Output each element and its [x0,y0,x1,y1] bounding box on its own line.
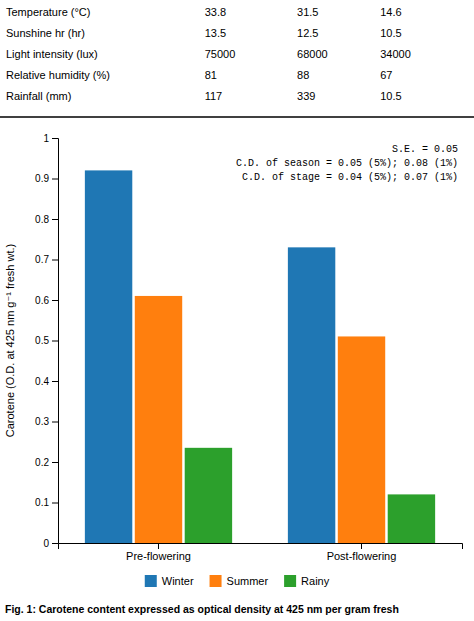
x-tick-label: Pre-flowering [126,550,191,562]
table-cell: 10.5 [380,90,401,102]
y-tick-mark [52,138,58,139]
legend-label: Summer [227,575,269,587]
x-axis-line [59,544,463,550]
y-tick: 0.3 [35,416,58,427]
x-tick-label: Post-flowering [327,550,397,562]
table-cell: 68000 [297,48,328,60]
plot: Pre-flowering Post-flowering 0 0.1 0.2 0.3 0.4… [4,133,463,562]
legend-item: Winter [145,575,194,587]
x-tick: Pre-flowering [126,543,191,562]
y-tick-label: 0.9 [35,173,49,184]
y-axis: 0 0.1 0.2 0.3 0.4 0.5 0.6 0.7 0.8 0.9 1 [35,133,58,549]
chart: Temperature (°C) 33.8 31.5 14.6 Sunshine hr … [0,0,474,621]
y-tick-mark [52,260,58,261]
bar [185,448,232,543]
legend-swatch [284,575,296,587]
y-tick: 0.1 [35,497,58,508]
table-cell: 12.5 [297,27,318,39]
table-cell: 81 [205,69,217,81]
x-tick-mark [361,543,362,549]
table-cell: 67 [380,69,392,81]
table-cell: 31.5 [297,6,318,18]
y-tick: 0.4 [35,376,58,387]
table-cell: 33.8 [205,6,226,18]
legend-item: Rainy [284,575,330,587]
bars [85,170,435,543]
y-tick-label: 0.3 [35,416,49,427]
y-tick-mark [52,300,58,301]
table-row-label: Rainfall (mm) [6,90,71,102]
bar [388,494,435,543]
bar [338,336,385,543]
y-tick-label: 0.4 [35,376,49,387]
table-cell: 117 [205,90,223,102]
y-tick-mark [52,179,58,180]
y-tick-mark [52,503,58,504]
y-tick: 1 [43,133,58,144]
table-row-label: Relative humidity (%) [6,69,110,81]
y-axis-title: Carotene (O.D. at 425 nm g⁻¹ fresh wt.) [4,244,16,438]
y-tick-mark [52,422,58,423]
table-row-label: Light intensity (lux) [6,48,98,60]
table-cell: 34000 [380,48,411,60]
legend-swatch [210,575,222,587]
legend-item: Summer [210,575,269,587]
x-axis: Pre-flowering Post-flowering [59,543,463,562]
y-tick: 0.7 [35,254,58,265]
bar [288,247,335,543]
annotation: C.D. of season = 0.05 (5%); 0.08 (1%) [236,158,458,169]
annotation: S.E. = 0.05 [392,144,458,155]
bar [85,170,132,543]
y-tick-label: 0.7 [35,254,49,265]
caption: Fig. 1: Carotene content expressed as op… [5,603,399,615]
y-tick: 0.2 [35,457,58,468]
x-tick: Post-flowering [327,543,397,562]
y-tick: 0.9 [35,173,58,184]
table-cell: 14.6 [380,6,401,18]
y-tick-mark [52,462,58,463]
y-axis-line [52,139,59,544]
y-tick-label: 0.6 [35,295,49,306]
table-rule [0,116,474,118]
table-row-label: Temperature (°C) [6,6,90,18]
table: Temperature (°C) 33.8 31.5 14.6 Sunshine hr … [0,6,474,117]
y-tick-label: 0.5 [35,335,49,346]
legend-label: Winter [162,575,194,587]
y-tick-mark [52,543,58,544]
table-cell: 10.5 [380,27,401,39]
y-tick-mark [52,341,58,342]
legend-swatch [145,575,157,587]
table-cell: 13.5 [205,27,226,39]
y-tick-label: 1 [43,133,49,144]
legend: Winter Summer Rainy [145,575,330,587]
y-tick: 0 [43,538,58,549]
y-tick: 0.8 [35,214,58,225]
annotation: C.D. of stage = 0.04 (5%); 0.07 (1%) [242,172,458,183]
y-tick-mark [52,219,58,220]
table-cell: 88 [297,69,309,81]
x-tick-mark [158,543,159,549]
table-cell: 75000 [205,48,236,60]
y-tick: 0.6 [35,295,58,306]
y-tick-label: 0.2 [35,457,49,468]
legend-label: Rainy [301,575,330,587]
y-tick-label: 0 [43,538,49,549]
y-tick: 0.5 [35,335,58,346]
y-tick-label: 0.8 [35,214,49,225]
y-tick-label: 0.1 [35,497,49,508]
table-cell: 339 [297,90,315,102]
table-row-label: Sunshine hr (hr) [6,27,85,39]
bar [135,296,182,543]
y-tick-mark [52,381,58,382]
